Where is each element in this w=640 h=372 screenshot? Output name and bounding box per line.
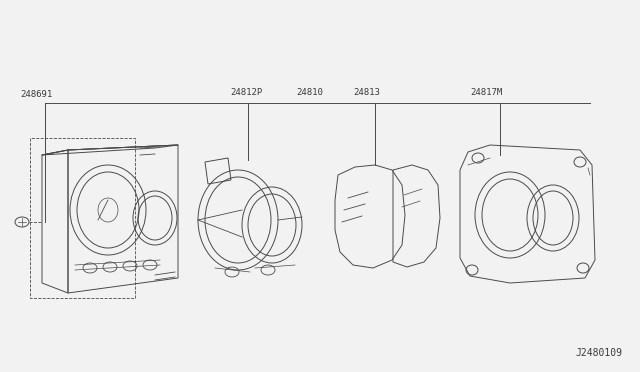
Text: 24813: 24813: [353, 88, 380, 97]
Text: 248691: 248691: [20, 90, 52, 99]
Text: 24812P: 24812P: [230, 88, 262, 97]
Text: J2480109: J2480109: [575, 348, 622, 358]
Text: 24817M: 24817M: [470, 88, 502, 97]
Text: 24810: 24810: [296, 88, 323, 97]
